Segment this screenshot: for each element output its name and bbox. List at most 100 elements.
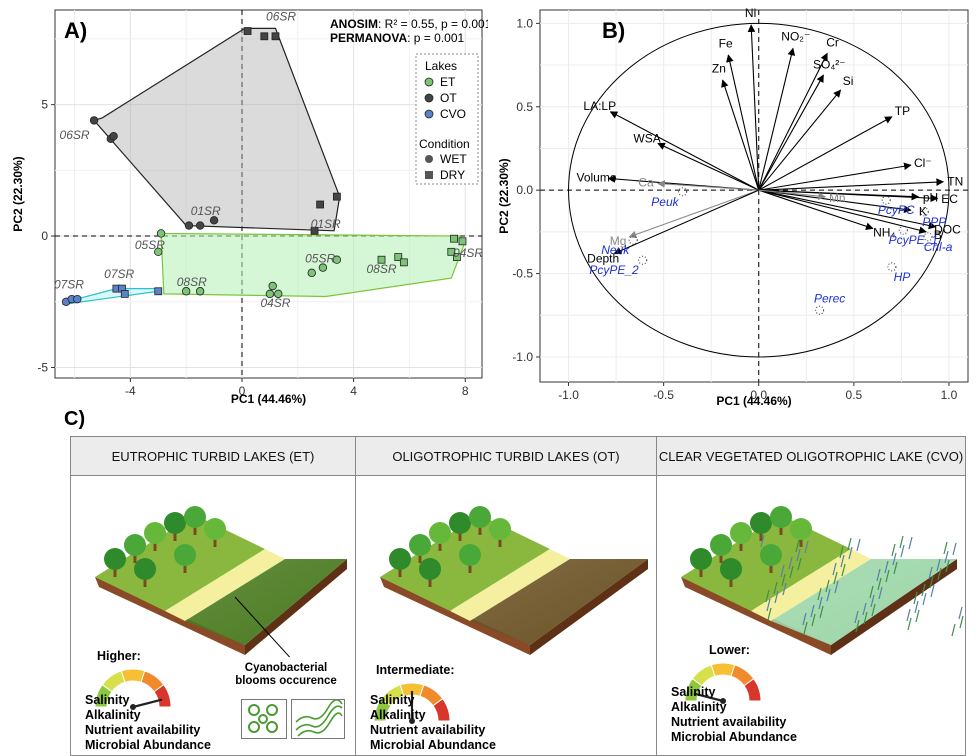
tree-icon [750, 512, 772, 534]
response-marker [919, 207, 929, 217]
sample-label: 08SR [177, 275, 207, 289]
x-tick-label: 0.0 [750, 388, 767, 402]
aquatic-plant [862, 602, 867, 616]
aquatic-plant [914, 600, 919, 614]
vector-la-lp [609, 111, 760, 191]
aquatic-plant [915, 609, 920, 623]
level-label-ot: Intermediate: [376, 663, 455, 677]
aquatic-plant [913, 591, 918, 605]
vector-cl [758, 162, 912, 191]
aquatic-plant [832, 562, 837, 576]
y-tick-label: 0 [41, 229, 48, 243]
aquatic-plant [900, 544, 905, 558]
aquatic-plant [825, 579, 830, 593]
vector-label-wsa: WSA [633, 131, 660, 145]
aquatic-plant [863, 611, 868, 625]
point-et [450, 234, 458, 243]
aquatic-plant [876, 568, 881, 582]
point-ot [109, 131, 118, 141]
aquatic-plant [907, 617, 912, 631]
aquatic-plant [951, 623, 956, 637]
y-tick-label: -1.0 [512, 350, 533, 364]
y-tick-label: 0.5 [516, 100, 533, 114]
response-marker [881, 195, 891, 205]
pca-scores-plot: 06SR 06SR 01SR 01SR 05SR 05SR 08SR 08SR 04SR 04SR… [11, 9, 488, 406]
vector-label-mg: Mg [610, 234, 627, 248]
aquatic-plant [765, 589, 770, 603]
point-et [274, 289, 283, 299]
aquatic-plant [818, 596, 823, 610]
aquatic-plant [878, 586, 883, 600]
tree-icon [174, 544, 196, 566]
lake-water [470, 559, 648, 645]
vector-label-tp: TP [895, 104, 910, 118]
aquatic-plant [877, 577, 882, 591]
vector-label-pcypc: PcyPC [878, 203, 915, 217]
vector-label-ph: pH [923, 190, 938, 204]
vector-label-k: K [919, 205, 927, 219]
point-et [394, 253, 403, 261]
point-et [307, 268, 316, 278]
soil-edge [530, 559, 648, 655]
gauge-hub [130, 704, 136, 710]
vector-label-si: Si [843, 74, 854, 88]
response-marker [923, 232, 933, 242]
vector-mg [628, 189, 759, 239]
aquatic-plant [810, 604, 815, 618]
tree-icon [389, 548, 411, 570]
point-et [181, 287, 191, 296]
point-ot [195, 221, 205, 230]
aquatic-plant [834, 580, 839, 594]
lake-water [771, 559, 957, 645]
plot-frame [54, 9, 483, 379]
trait-nutrients: Nutrient availability [671, 715, 787, 729]
tree-icon [790, 518, 812, 540]
aquatic-plant [893, 561, 898, 575]
tree-icon [184, 506, 206, 528]
aquatic-plant [847, 537, 852, 551]
tree-icon [760, 544, 782, 566]
sample-label: 08SR [367, 262, 397, 276]
aquatic-plant [773, 581, 778, 595]
aquatic-plant [906, 608, 911, 622]
vector-doc [758, 189, 937, 230]
tree-icon [730, 522, 752, 544]
y-tick-label: -5 [37, 360, 48, 374]
aquatic-plant [804, 540, 809, 554]
aquatic-plant [833, 571, 838, 585]
aquatic-plant [789, 565, 794, 579]
trait-alkalinity: Alkalinity [85, 708, 141, 722]
trait-alkalinity: Alkalinity [370, 708, 426, 722]
vector-depth [613, 189, 759, 255]
vector-fe [726, 54, 760, 191]
response-marker [887, 262, 897, 272]
vector-label-cr: Cr [826, 36, 839, 50]
vector-label-depth: Depth [587, 251, 619, 265]
aquatic-plant [774, 590, 779, 604]
sample-label: 06SR [60, 128, 90, 142]
trait-alkalinity: Alkalinity [671, 700, 727, 714]
vector-label-ec: EC [941, 192, 958, 206]
point-ot [184, 221, 194, 230]
aquatic-plant [870, 594, 875, 608]
level-label-et: Higher: [97, 649, 141, 663]
tree-icon [134, 558, 156, 580]
aquatic-plant [817, 587, 822, 601]
soil-edge [681, 577, 831, 655]
tree-icon [419, 558, 441, 580]
y-axis-label: PC2 (22.30%) [497, 158, 511, 233]
vector-label-la-lp: LA:LP [583, 99, 616, 113]
aquatic-plant [871, 603, 876, 617]
y-tick-label: -0.5 [512, 267, 533, 281]
vector-label-pcype-2: PcyPE_2 [589, 263, 639, 277]
aquatic-plant [854, 610, 859, 624]
lake-box-cvo: CLEAR VEGETATED OLIGOTROPHIC LAKE (CVO) … [656, 436, 966, 756]
panel-a-letter: A) [64, 18, 87, 43]
gauge-hub [409, 718, 415, 724]
response-marker [628, 235, 638, 245]
sample-label: 07SR [104, 267, 134, 281]
vector-k [758, 189, 912, 214]
soil-edge [95, 577, 245, 655]
aquatic-plant [782, 582, 787, 596]
